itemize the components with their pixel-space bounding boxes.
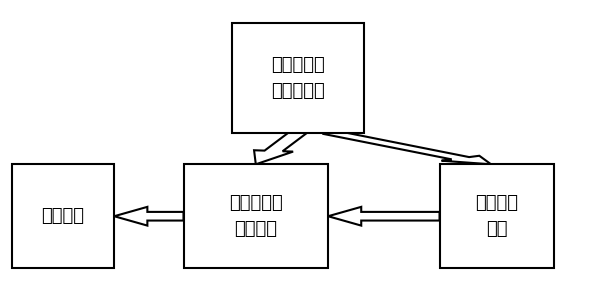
Polygon shape [328,207,440,225]
Bar [440,164,554,268]
Text: 提高电源抑
制比电路: 提高电源抑 制比电路 [229,194,283,238]
Text: 核心电路: 核心电路 [41,207,85,225]
Text: 快速启动电
路控制电路: 快速启动电 路控制电路 [271,56,325,100]
Text: 快速启动
电路: 快速启动 电路 [475,194,518,238]
Polygon shape [322,131,491,164]
Bar [12,164,114,268]
Polygon shape [254,132,307,164]
Bar [184,164,328,268]
Bar [232,23,364,133]
Polygon shape [114,207,184,225]
